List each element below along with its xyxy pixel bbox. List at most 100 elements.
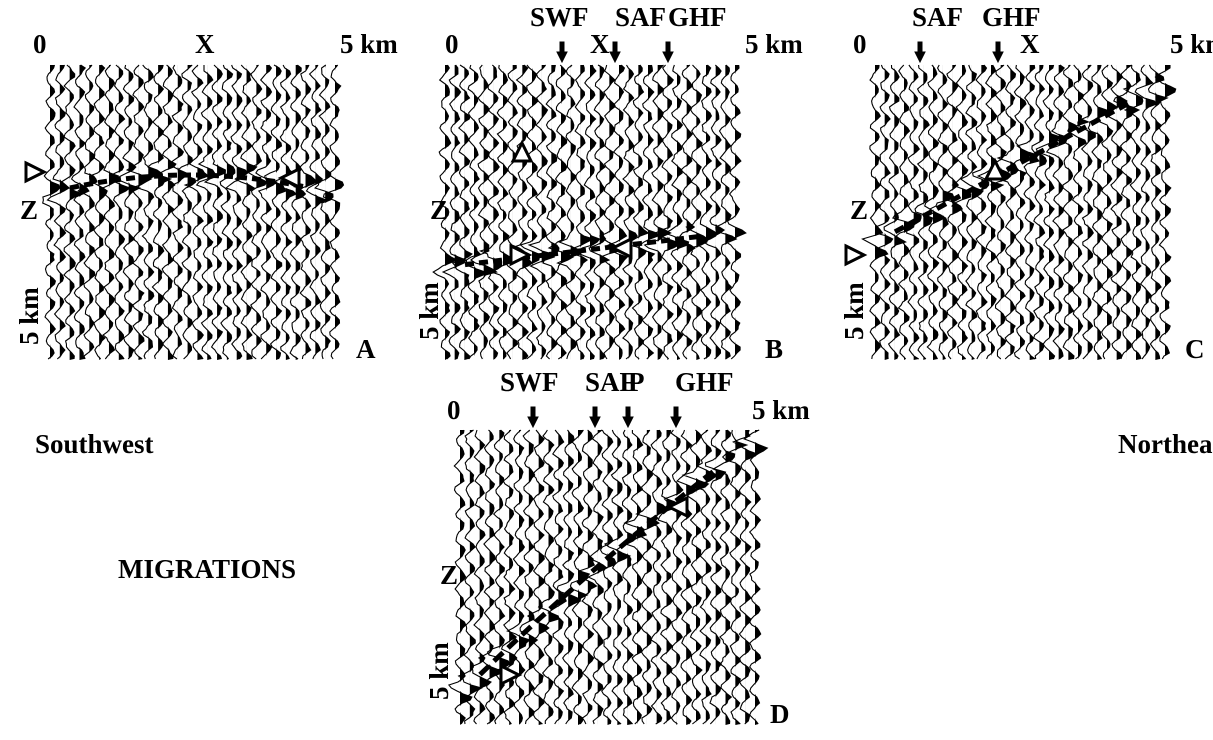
trace-wiggle — [195, 65, 216, 360]
trace-wiggle — [696, 64, 718, 360]
trace-wiggle — [322, 64, 345, 360]
trace-wiggle — [702, 64, 726, 360]
trace-fill — [561, 65, 574, 360]
trace-wiggle — [570, 64, 595, 360]
trace-wiggle — [271, 64, 298, 360]
trace-fill — [79, 65, 89, 360]
depth-label: Z — [430, 195, 448, 225]
trace-wiggle — [663, 429, 684, 725]
trace-wiggle — [861, 64, 889, 360]
trace-wiggle — [264, 64, 287, 360]
trace-wiggle — [469, 429, 492, 725]
trace-wiggle — [694, 429, 719, 725]
trace-wiggle — [510, 64, 534, 360]
trace-fill — [512, 65, 524, 360]
axis-origin: 0 — [447, 395, 461, 425]
trace-wiggle — [224, 64, 249, 360]
panel-letter: A — [356, 334, 376, 364]
reflector — [69, 172, 304, 191]
trace-wiggle — [743, 429, 769, 725]
trace-fill — [256, 65, 268, 360]
trace-fill — [686, 430, 698, 725]
axis-origin: 0 — [445, 29, 459, 59]
trace-wiggle — [432, 64, 459, 360]
trace-wiggle — [1077, 64, 1096, 360]
trace-fill — [981, 65, 989, 360]
trace-fill — [706, 65, 717, 360]
pointer — [665, 495, 689, 519]
trace-wiggle — [46, 64, 70, 360]
marker-label: SWF — [500, 367, 559, 397]
trace-fill — [266, 65, 277, 360]
trace-wiggle — [637, 64, 659, 360]
trace-fill — [558, 430, 567, 725]
trace-fill — [568, 430, 581, 725]
trace-wiggle — [996, 64, 1020, 360]
trace-wiggle — [255, 64, 278, 360]
trace-fill — [1068, 65, 1079, 360]
trace-wiggle — [685, 64, 709, 360]
trace-wiggle — [177, 64, 197, 360]
trace-fill — [460, 430, 472, 725]
trace-fill — [735, 65, 746, 360]
marker-label: X — [195, 29, 215, 59]
pointer — [499, 663, 523, 687]
trace-fill — [933, 65, 945, 360]
marker-arrow — [589, 406, 601, 429]
trace-wiggle — [504, 64, 525, 360]
marker-label: SWF — [530, 2, 589, 32]
marker-label: GHF — [675, 367, 734, 397]
trace-wiggle — [715, 64, 738, 360]
trace-wiggle — [681, 429, 710, 725]
trace-fill — [551, 65, 559, 360]
marker-arrow — [670, 406, 682, 429]
trace-fill — [519, 430, 530, 725]
trace-fill — [609, 65, 619, 360]
trace-wiggle — [457, 429, 484, 725]
marker-arrow — [556, 41, 568, 64]
trace-wiggle — [679, 64, 696, 360]
trace-wiggle — [959, 64, 985, 360]
trace-wiggle — [125, 64, 153, 360]
trace-wiggle — [599, 429, 617, 725]
reflector — [478, 469, 715, 677]
trace-fill — [99, 65, 108, 360]
trace-fill — [666, 430, 677, 725]
pointer — [24, 160, 48, 184]
trace-wiggle — [556, 64, 582, 360]
trace-fill — [50, 65, 60, 360]
trace-wiggle — [1035, 64, 1062, 360]
marker-label: SAF — [912, 2, 963, 32]
trace-fill — [1107, 65, 1117, 360]
trace-fill — [676, 430, 683, 725]
trace-fill — [952, 65, 963, 360]
region-label: Southwest — [35, 429, 154, 459]
trace-wiggle — [1134, 64, 1158, 360]
trace-wiggle — [883, 64, 907, 360]
marker-label: P — [628, 367, 645, 397]
trace-wiggle — [914, 64, 934, 360]
trace-wiggle — [248, 64, 268, 360]
trace-wiggle — [519, 429, 539, 725]
trace-fill — [207, 65, 215, 360]
trace-fill — [1165, 65, 1176, 360]
trace-wiggle — [676, 429, 699, 725]
trace-wiggle — [486, 429, 511, 725]
marker-arrow — [527, 406, 539, 429]
trace-fill — [276, 65, 286, 360]
marker-label: X — [590, 29, 610, 59]
trace-wiggle — [928, 64, 955, 360]
trace-wiggle — [77, 64, 98, 360]
depth-end: 5 km — [839, 282, 869, 340]
trace-wiggle — [657, 429, 678, 725]
trace-wiggle — [219, 64, 236, 360]
trace-wiggle — [108, 64, 131, 360]
trace-wiggle — [99, 64, 120, 360]
axis-end: 5 km — [340, 29, 398, 59]
trace-wiggle — [654, 64, 680, 360]
trace-wiggle — [451, 64, 473, 360]
trace-fill — [69, 65, 83, 360]
trace-fill — [489, 430, 502, 725]
trace-fill — [923, 65, 933, 360]
trace-wiggle — [137, 64, 163, 360]
